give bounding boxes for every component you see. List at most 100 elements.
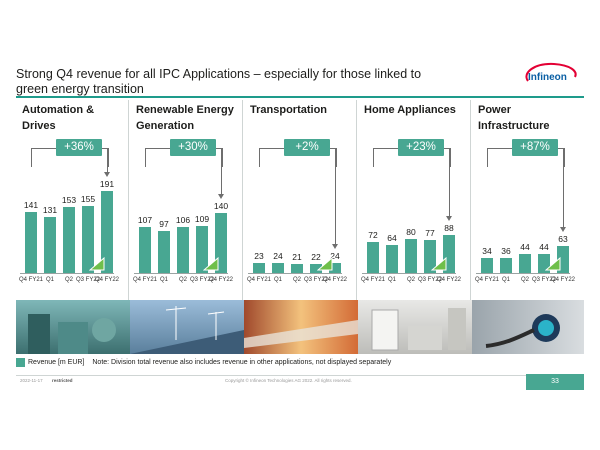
leaf-marker-icon <box>545 257 561 271</box>
bar-value-label: 63 <box>558 233 568 244</box>
footer-date: 2022-11-17 <box>20 378 43 383</box>
bar-value-label: 64 <box>387 233 397 244</box>
growth-arrow-head <box>560 226 566 232</box>
chart-title: Power Infrastructure <box>478 104 550 132</box>
bar-value-label: 80 <box>406 226 416 237</box>
bar-value-label: 153 <box>61 195 77 206</box>
category-tick-label: Q2 <box>520 277 529 283</box>
bar-value-label: 34 <box>482 246 492 257</box>
growth-badge: +87% <box>512 139 558 156</box>
bar <box>272 262 284 273</box>
bar <box>538 254 550 273</box>
bar <box>101 190 113 273</box>
bar-value-label: 24 <box>273 250 283 261</box>
chart-baseline <box>362 273 456 274</box>
chart-baseline <box>134 273 228 274</box>
category-tick-label: Q4 FY22 <box>437 277 462 283</box>
legend: Revenue [m EUR] Note: Division total rev… <box>16 357 391 369</box>
bar <box>177 227 189 273</box>
chart-baseline <box>20 273 114 274</box>
growth-arrow <box>335 148 336 244</box>
panel-separator <box>242 100 243 300</box>
growth-arrow <box>221 148 222 194</box>
bar <box>386 245 398 273</box>
bar <box>139 226 151 273</box>
category-tick-label: Q3 FY22 <box>76 277 101 283</box>
bar-value-label: 97 <box>159 219 169 230</box>
bar-value-label: 72 <box>368 230 378 241</box>
bar-value-label: 77 <box>425 227 435 238</box>
growth-badge: +36% <box>56 139 102 156</box>
growth-arrow <box>449 148 450 217</box>
bar-value-label: 21 <box>292 251 302 262</box>
bar <box>500 257 512 273</box>
bar-value-label: 106 <box>175 215 191 226</box>
chart-panel: Transportation <box>244 100 355 298</box>
bar-value-label: 155 <box>80 194 96 205</box>
bar <box>63 207 75 273</box>
panel-separator <box>128 100 129 300</box>
chart-title: Home Appliances <box>364 104 456 116</box>
bar-value-label: 141 <box>23 200 39 211</box>
footer-rule <box>16 375 584 376</box>
bar-value-label: 22 <box>311 251 321 262</box>
chart-title: Automation & Drives <box>22 104 95 132</box>
category-tick-label: Q4 FY22 <box>551 277 576 283</box>
category-tick-label: Q1 <box>159 277 168 283</box>
category-tick-label: Q4 FY21 <box>133 277 158 283</box>
category-tick-label: Q4 FY22 <box>95 277 120 283</box>
leaf-marker-icon <box>431 257 447 271</box>
leaf-marker-icon <box>203 257 219 271</box>
category-tick-label: Q2 <box>406 277 415 283</box>
bar <box>44 216 56 273</box>
bar <box>291 263 303 273</box>
growth-arrow-head <box>218 193 224 199</box>
bar-value-label: 109 <box>194 214 210 225</box>
growth-arrow-head <box>332 243 338 249</box>
growth-arrow <box>563 148 564 227</box>
category-tick-label: Q1 <box>273 277 282 283</box>
chart-title: Transportation <box>250 104 328 116</box>
category-tick-label: Q3 FY22 <box>190 277 215 283</box>
bar <box>82 206 94 273</box>
category-tick-label: Q4 FY21 <box>475 277 500 283</box>
category-tick-label: Q4 FY21 <box>247 277 272 283</box>
bar-value-label: 131 <box>42 204 58 215</box>
chart-panel: Renewable Energy Generation <box>130 100 241 298</box>
leaf-marker-icon <box>317 257 333 271</box>
bar-value-label: 107 <box>137 214 153 225</box>
category-tick-label: Q3 FY22 <box>418 277 443 283</box>
category-tick-label: Q1 <box>387 277 396 283</box>
category-tick-label: Q2 <box>64 277 73 283</box>
bar <box>196 226 208 273</box>
category-tick-label: Q4 FY21 <box>19 277 44 283</box>
panel-separator <box>356 100 357 300</box>
bar <box>158 231 170 273</box>
growth-arrow-head <box>446 216 452 222</box>
category-tick-label: Q3 FY22 <box>304 277 329 283</box>
bar-value-label: 191 <box>99 178 115 189</box>
bar-value-label: 140 <box>213 200 229 211</box>
category-tick-label: Q1 <box>45 277 54 283</box>
growth-badge: +23% <box>398 139 444 156</box>
bar-value-label: 36 <box>501 245 511 256</box>
bar <box>405 238 417 273</box>
logo-text: Infineon <box>528 72 567 83</box>
category-tick-label: Q2 <box>292 277 301 283</box>
slide-title: Strong Q4 revenue for all IPC Applicatio… <box>16 67 422 96</box>
page-number: 33 <box>526 374 584 390</box>
legend-swatch <box>16 357 25 367</box>
category-tick-label: Q4 FY21 <box>361 277 386 283</box>
footer-classification: restricted <box>52 378 73 383</box>
category-tick-label: Q4 FY22 <box>323 277 348 283</box>
category-tick-label: Q2 <box>178 277 187 283</box>
bar <box>424 239 436 273</box>
application-photo-strip <box>16 300 584 354</box>
chart-baseline <box>248 273 342 274</box>
title-rule <box>16 96 584 98</box>
leaf-marker-icon <box>89 257 105 271</box>
growth-badge: +2% <box>284 139 330 156</box>
bar-value-label: 23 <box>254 251 264 262</box>
bar <box>25 212 37 273</box>
bar-value-label: 88 <box>444 223 454 234</box>
